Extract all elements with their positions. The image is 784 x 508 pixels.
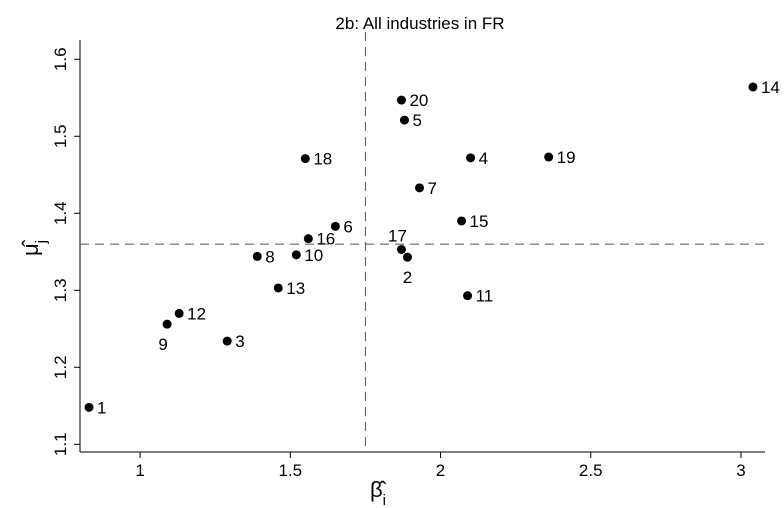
- x-tick-label: 3: [736, 461, 745, 480]
- data-point: [162, 319, 172, 329]
- y-tick-label: 1.1: [51, 432, 70, 456]
- data-point-label: 11: [476, 287, 494, 306]
- data-point-label: 12: [187, 304, 206, 323]
- data-point: [252, 251, 262, 261]
- x-tick-label: 2.5: [579, 461, 603, 480]
- data-point-label: 7: [427, 179, 436, 198]
- chart-title: 2b: All industries in FR: [335, 14, 504, 33]
- data-point-label: 18: [313, 150, 332, 169]
- data-point: [273, 283, 283, 293]
- data-point: [396, 244, 406, 254]
- reference-lines: [80, 32, 765, 452]
- x-tick-label: 2: [436, 461, 445, 480]
- y-axis-title: μ̂j: [18, 239, 50, 256]
- data-point: [466, 153, 476, 163]
- data-point: [222, 336, 232, 346]
- y-tick-label: 1.4: [51, 201, 70, 225]
- data-point: [396, 95, 406, 105]
- data-point-label: 8: [265, 247, 274, 266]
- data-point-label: 4: [479, 149, 488, 168]
- data-point-label: 9: [158, 335, 167, 354]
- data-point-label: 6: [343, 217, 352, 236]
- y-tick-label: 1.3: [51, 278, 70, 302]
- data-point-label: 19: [557, 148, 576, 167]
- data-point: [330, 221, 340, 231]
- x-axis-ticks: 1 1.5 2 2.5 3: [135, 452, 746, 480]
- data-point-label: 16: [316, 230, 335, 249]
- x-tick-label: 1: [135, 461, 144, 480]
- data-point-label: 14: [761, 78, 780, 97]
- data-point: [399, 115, 409, 125]
- y-axis-title-symbol: μ̂: [18, 239, 43, 256]
- data-point: [300, 154, 310, 164]
- data-point-label: 5: [412, 111, 421, 130]
- y-tick-label: 1.6: [51, 47, 70, 71]
- x-axis-title: β̂i: [370, 477, 387, 508]
- data-point: [84, 402, 94, 412]
- data-point-label: 3: [235, 332, 244, 351]
- y-tick-label: 1.5: [51, 124, 70, 148]
- data-point: [463, 291, 473, 301]
- data-point: [174, 308, 184, 318]
- x-axis-title-subscript: i: [383, 492, 386, 508]
- data-point: [414, 183, 424, 193]
- data-point: [748, 82, 758, 92]
- data-point-label: 20: [409, 91, 428, 110]
- data-point-label: 2: [403, 268, 412, 287]
- data-point-label: 13: [286, 279, 305, 298]
- y-axis-ticks: 1.1 1.2 1.3 1.4 1.5 1.6: [51, 47, 80, 456]
- data-point-label: 15: [470, 212, 489, 231]
- data-point-label: 1: [97, 398, 106, 417]
- data-point-label: 10: [304, 246, 323, 265]
- data-point-label: 17: [388, 226, 407, 245]
- data-point: [291, 250, 301, 260]
- x-tick-label: 1.5: [278, 461, 302, 480]
- y-axis-title-subscript: j: [33, 240, 50, 244]
- data-point: [303, 234, 313, 244]
- data-point: [402, 252, 412, 262]
- x-axis-title-symbol: β̂: [370, 477, 387, 502]
- y-tick-label: 1.2: [51, 355, 70, 379]
- data-point: [544, 152, 554, 162]
- data-point: [457, 216, 467, 226]
